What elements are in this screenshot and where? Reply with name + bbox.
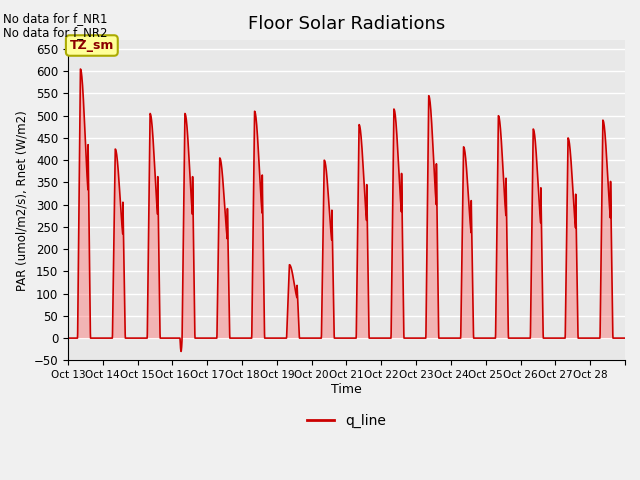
Text: No data for f_NR1: No data for f_NR1	[3, 12, 108, 25]
Legend: q_line: q_line	[301, 408, 392, 433]
X-axis label: Time: Time	[331, 383, 362, 396]
Text: TZ_sm: TZ_sm	[70, 39, 114, 52]
Text: No data for f_NR2: No data for f_NR2	[3, 26, 108, 39]
Y-axis label: PAR (umol/m2/s), Rnet (W/m2): PAR (umol/m2/s), Rnet (W/m2)	[15, 110, 28, 290]
Title: Floor Solar Radiations: Floor Solar Radiations	[248, 15, 445, 33]
